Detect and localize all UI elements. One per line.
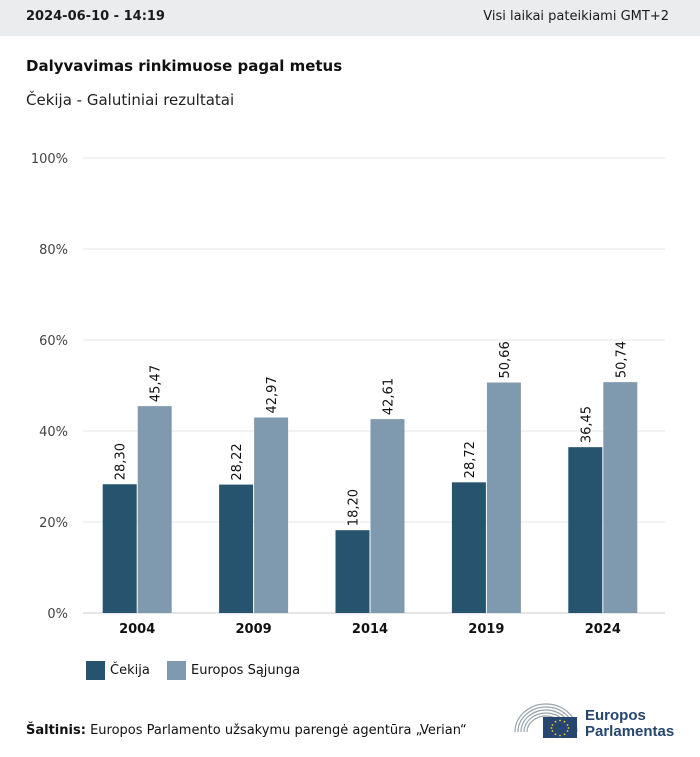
bar bbox=[370, 419, 405, 613]
legend-label-czechia: Čekija bbox=[110, 663, 150, 678]
bar bbox=[451, 482, 486, 613]
x-tick-label: 2024 bbox=[585, 622, 621, 637]
legend-swatch-eu bbox=[167, 661, 186, 680]
source-note: Šaltinis: Europos Parlamento užsakymu pa… bbox=[26, 723, 467, 738]
top-bar: 2024-06-10 - 14:19 Visi laikai pateikiam… bbox=[0, 0, 700, 36]
data-label: 45,47 bbox=[149, 365, 164, 402]
source-label: Šaltinis: bbox=[26, 723, 86, 738]
y-tick-label: 100% bbox=[31, 152, 68, 167]
data-label: 28,30 bbox=[114, 443, 129, 480]
chart-title: Dalyvavimas rinkimuose pagal metus bbox=[26, 57, 343, 75]
chart-subtitle: Čekija - Galutiniai rezultatai bbox=[26, 91, 235, 109]
x-tick-label: 2019 bbox=[468, 622, 504, 637]
x-tick-label: 2009 bbox=[236, 622, 272, 637]
bar bbox=[603, 382, 638, 613]
x-tick-label: 2004 bbox=[119, 622, 155, 637]
bar bbox=[219, 484, 254, 613]
bar bbox=[254, 417, 289, 613]
source-text: Europos Parlamento užsakymu parengė agen… bbox=[90, 723, 467, 738]
data-label: 28,22 bbox=[230, 443, 245, 480]
hemicycle-icon bbox=[514, 703, 578, 738]
data-label: 50,66 bbox=[498, 341, 513, 378]
bar bbox=[486, 382, 521, 613]
y-tick-label: 60% bbox=[39, 334, 68, 349]
legend-swatch-czechia bbox=[86, 661, 105, 680]
y-tick-label: 20% bbox=[39, 516, 68, 531]
bar bbox=[335, 530, 370, 613]
data-label: 18,20 bbox=[347, 489, 362, 526]
timestamp: 2024-06-10 - 14:19 bbox=[26, 9, 165, 24]
bar-chart: 0% 20% 40% 60% 80% 100% 28,30 45,47 2004 28,22 42,… bbox=[31, 152, 665, 637]
y-tick-label: 40% bbox=[39, 425, 68, 440]
y-tick-label: 80% bbox=[39, 243, 68, 258]
bar bbox=[102, 484, 137, 613]
logo-line2: Parlamentas bbox=[585, 723, 675, 740]
legend-label-eu: Europos Sąjunga bbox=[191, 663, 301, 678]
data-label: 50,74 bbox=[614, 341, 629, 378]
data-label: 36,45 bbox=[579, 406, 594, 443]
data-label: 42,97 bbox=[265, 376, 280, 413]
timezone-note: Visi laikai pateikiami GMT+2 bbox=[483, 9, 669, 24]
data-label: 42,61 bbox=[382, 378, 397, 415]
bar bbox=[137, 406, 172, 613]
european-parliament-logo: Europos Parlamentas bbox=[513, 700, 683, 742]
y-tick-label: 0% bbox=[47, 607, 68, 622]
bar bbox=[568, 447, 603, 613]
logo-line1: Europos bbox=[585, 707, 646, 724]
x-tick-label: 2014 bbox=[352, 622, 388, 637]
data-label: 28,72 bbox=[463, 441, 478, 478]
